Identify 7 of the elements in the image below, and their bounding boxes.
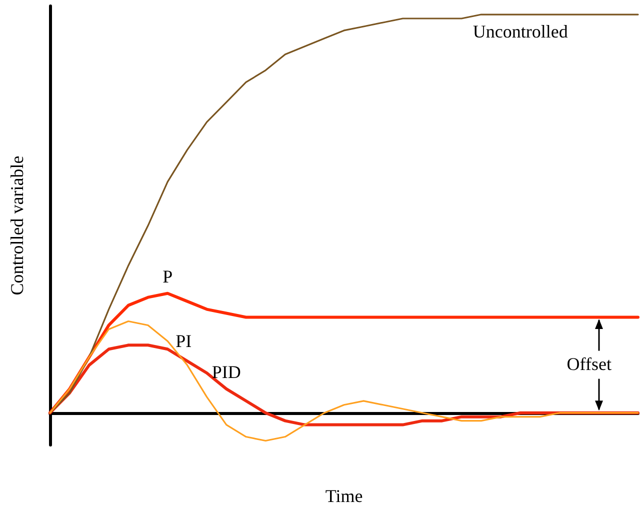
annotation: Offset xyxy=(566,354,612,374)
series-label: PID xyxy=(212,362,241,382)
y-axis-title: Controlled variable xyxy=(7,156,27,296)
series-label: Uncontrolled xyxy=(472,22,568,42)
series-label: P xyxy=(162,266,173,286)
x-axis-title: Time xyxy=(325,486,363,506)
series-label: PI xyxy=(176,331,192,352)
